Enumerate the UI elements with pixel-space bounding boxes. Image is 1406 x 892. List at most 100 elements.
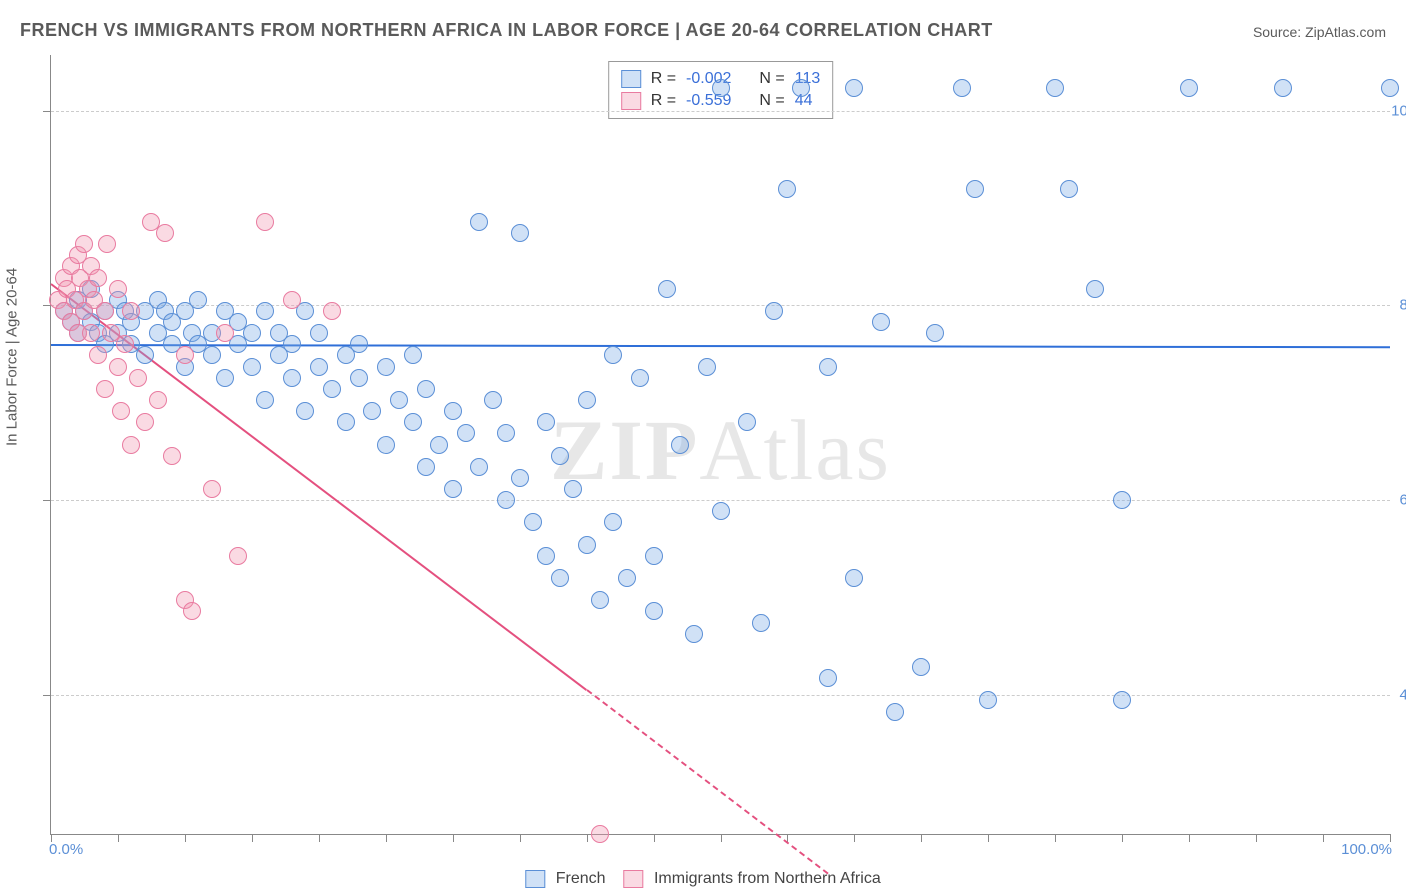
data-point <box>183 602 201 620</box>
x-tick <box>654 834 655 842</box>
data-point <box>497 424 515 442</box>
data-point <box>685 625 703 643</box>
data-point <box>792 79 810 97</box>
data-point <box>578 391 596 409</box>
data-point <box>738 413 756 431</box>
data-point <box>404 346 422 364</box>
data-point <box>229 547 247 565</box>
data-point <box>96 380 114 398</box>
data-point <box>591 825 609 843</box>
data-point <box>216 324 234 342</box>
legend-n-label: N = <box>759 70 784 88</box>
data-point <box>886 703 904 721</box>
data-point <box>953 79 971 97</box>
gridline <box>51 695 1390 696</box>
watermark: ZIPAtlas <box>550 400 891 500</box>
data-point <box>203 346 221 364</box>
x-tick <box>51 834 52 842</box>
x-tick <box>1055 834 1056 842</box>
x-tick <box>1122 834 1123 842</box>
data-point <box>404 413 422 431</box>
x-tick <box>185 834 186 842</box>
data-point <box>283 369 301 387</box>
data-point <box>122 436 140 454</box>
gridline <box>51 111 1390 112</box>
data-point <box>75 235 93 253</box>
data-point <box>712 502 730 520</box>
x-tick <box>453 834 454 842</box>
data-point <box>671 436 689 454</box>
legend-n-label: N = <box>759 92 784 110</box>
data-point <box>1113 491 1131 509</box>
x-tick <box>854 834 855 842</box>
data-point <box>350 369 368 387</box>
gridline <box>51 500 1390 501</box>
data-point <box>296 402 314 420</box>
data-point <box>698 358 716 376</box>
data-point <box>470 213 488 231</box>
data-point <box>819 358 837 376</box>
data-point <box>1060 180 1078 198</box>
data-point <box>323 302 341 320</box>
data-point <box>350 335 368 353</box>
data-point <box>109 358 127 376</box>
x-tick <box>988 834 989 842</box>
data-point <box>176 346 194 364</box>
gridline <box>51 305 1390 306</box>
legend-r-label: R = <box>651 92 676 110</box>
data-point <box>283 291 301 309</box>
data-point <box>109 280 127 298</box>
data-point <box>112 402 130 420</box>
data-point <box>243 358 261 376</box>
data-point <box>618 569 636 587</box>
data-point <box>163 447 181 465</box>
data-point <box>98 235 116 253</box>
chart-title: FRENCH VS IMMIGRANTS FROM NORTHERN AFRIC… <box>20 20 993 41</box>
data-point <box>96 302 114 320</box>
data-point <box>390 391 408 409</box>
data-point <box>497 491 515 509</box>
data-point <box>377 436 395 454</box>
data-point <box>156 224 174 242</box>
data-point <box>310 358 328 376</box>
data-point <box>1381 79 1399 97</box>
data-point <box>658 280 676 298</box>
data-point <box>216 369 234 387</box>
data-point <box>337 413 355 431</box>
data-point <box>363 402 381 420</box>
data-point <box>1046 79 1064 97</box>
data-point <box>926 324 944 342</box>
data-point <box>470 458 488 476</box>
x-tick <box>386 834 387 842</box>
legend-item-french: French <box>525 870 605 888</box>
data-point <box>256 213 274 231</box>
data-point <box>310 324 328 342</box>
x-axis-min-label: 0.0% <box>49 841 83 858</box>
data-point <box>136 346 154 364</box>
legend-swatch-french <box>525 870 545 888</box>
data-point <box>189 291 207 309</box>
legend-label-french: French <box>556 870 606 887</box>
data-point <box>89 269 107 287</box>
data-point <box>845 79 863 97</box>
x-tick <box>921 834 922 842</box>
data-point <box>283 335 301 353</box>
y-tick-label: 100.0% <box>1391 102 1406 119</box>
x-tick <box>319 834 320 842</box>
x-tick <box>1189 834 1190 842</box>
chart-plot-area: ZIPAtlas R = -0.002 N = 113 R = -0.559 N… <box>50 55 1390 835</box>
x-tick <box>1323 834 1324 842</box>
data-point <box>129 369 147 387</box>
x-tick <box>520 834 521 842</box>
x-tick <box>721 834 722 842</box>
data-point <box>966 180 984 198</box>
data-point <box>845 569 863 587</box>
legend-swatch-french <box>621 70 641 88</box>
y-tick-label: 82.5% <box>1399 297 1406 314</box>
trend-line <box>586 690 828 875</box>
data-point <box>551 569 569 587</box>
x-tick <box>118 834 119 842</box>
data-point <box>537 413 555 431</box>
data-point <box>765 302 783 320</box>
data-point <box>417 458 435 476</box>
